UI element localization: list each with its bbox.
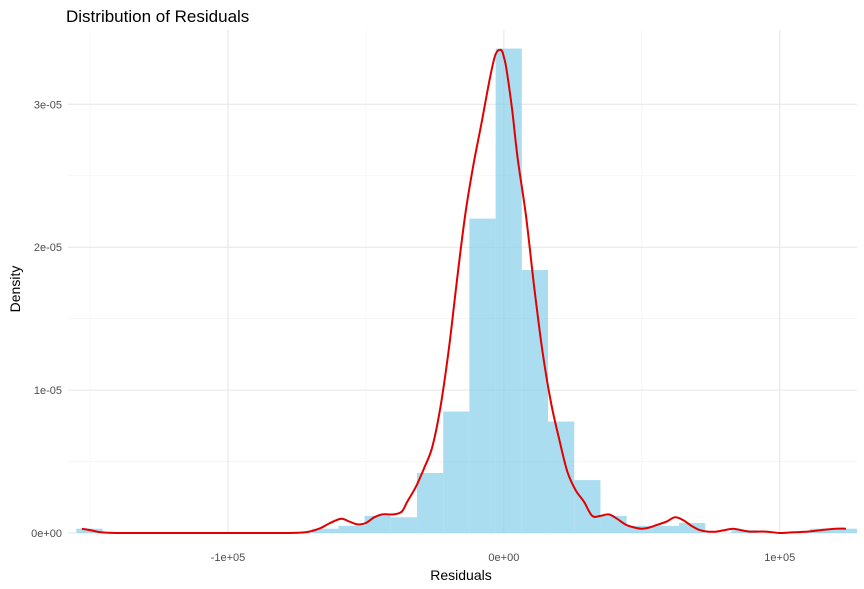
histogram-bar — [390, 517, 417, 533]
x-axis-title: Residuals — [430, 567, 491, 583]
histogram-bars — [76, 48, 857, 533]
x-tick-label: -1e+05 — [211, 552, 246, 564]
histogram-bar — [416, 472, 444, 533]
x-tick-label: 0e+00 — [488, 552, 519, 564]
histogram-bar — [469, 218, 496, 533]
y-tick-label: 0e+00 — [31, 528, 62, 540]
chart-title: Distribution of Residuals — [66, 7, 249, 26]
histogram-bar — [364, 515, 391, 533]
histogram-bar — [338, 525, 365, 533]
density-curve — [81, 48, 847, 535]
y-tick-label: 1e-05 — [34, 385, 62, 397]
histogram-bar — [652, 525, 680, 533]
histogram-bar — [600, 515, 627, 533]
histogram-bar — [836, 528, 857, 533]
y-tick-label: 2e-05 — [34, 242, 62, 254]
histogram-bar — [312, 528, 339, 533]
y-tick-labels: 0e+00 1e-05 2e-05 3e-05 — [31, 99, 62, 540]
y-tick-label: 3e-05 — [34, 99, 62, 111]
histogram-bar — [521, 270, 549, 533]
histogram-bar — [495, 48, 522, 533]
x-tick-label: 1e+05 — [764, 552, 795, 564]
y-axis-title: Density — [7, 266, 23, 313]
histogram-bar — [679, 522, 706, 533]
grid — [68, 30, 857, 534]
x-tick-labels: -1e+05 0e+00 1e+05 — [211, 552, 795, 564]
histogram-bar — [443, 411, 470, 533]
